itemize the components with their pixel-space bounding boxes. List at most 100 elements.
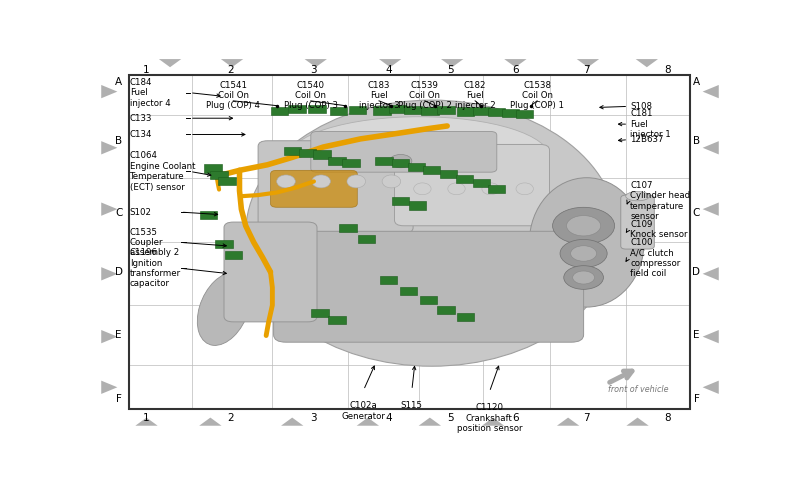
Circle shape (564, 266, 603, 289)
Polygon shape (702, 381, 718, 394)
Bar (400, 287, 418, 295)
Bar (200, 211, 217, 219)
Bar (374, 107, 390, 115)
Bar (409, 202, 426, 209)
FancyBboxPatch shape (394, 144, 550, 226)
Polygon shape (626, 418, 649, 426)
Text: 8: 8 (664, 65, 670, 75)
Polygon shape (221, 59, 243, 67)
Bar (328, 157, 346, 165)
Bar (299, 149, 316, 157)
Text: B: B (693, 136, 700, 146)
Text: A: A (693, 77, 700, 86)
Text: C100
A/C clutch
compressor
field coil: C100 A/C clutch compressor field coil (630, 238, 680, 278)
Text: C1196
Ignition
transformer
capacitor: C1196 Ignition transformer capacitor (130, 248, 181, 288)
Text: 6: 6 (512, 65, 518, 75)
Ellipse shape (277, 175, 295, 188)
Text: C133: C133 (130, 114, 152, 123)
Bar (218, 177, 236, 185)
Circle shape (573, 271, 594, 284)
Polygon shape (702, 330, 718, 343)
Text: C: C (693, 208, 700, 218)
Bar (488, 108, 506, 116)
Polygon shape (102, 381, 118, 394)
Bar (339, 224, 357, 232)
Bar (423, 166, 440, 174)
Polygon shape (504, 59, 526, 67)
Polygon shape (557, 418, 579, 426)
Ellipse shape (246, 100, 618, 366)
Text: S108: S108 (630, 102, 652, 111)
Text: C181
Fuel
injector 1: C181 Fuel injector 1 (630, 109, 671, 139)
Text: C1538
Coil On
Plug (COP) 1: C1538 Coil On Plug (COP) 1 (510, 81, 564, 110)
Text: C183
Fuel
injector 3: C183 Fuel injector 3 (358, 81, 399, 110)
Text: 5: 5 (447, 413, 454, 423)
Polygon shape (102, 267, 118, 280)
Bar (392, 159, 410, 168)
Polygon shape (281, 418, 303, 426)
Text: C134: C134 (130, 130, 152, 139)
Bar (392, 197, 410, 205)
Polygon shape (441, 59, 463, 67)
Text: C: C (115, 208, 122, 218)
FancyBboxPatch shape (274, 231, 584, 342)
Text: 1: 1 (143, 65, 150, 75)
Polygon shape (135, 418, 158, 426)
Circle shape (390, 155, 412, 168)
Bar (225, 251, 242, 259)
Bar (502, 109, 519, 117)
Bar (488, 185, 506, 193)
Text: C184
Fuel
injector 4: C184 Fuel injector 4 (130, 78, 170, 108)
Bar (457, 108, 474, 116)
Text: E: E (693, 330, 700, 340)
Bar (456, 175, 474, 183)
Text: 4: 4 (385, 65, 392, 75)
Polygon shape (102, 141, 118, 155)
Polygon shape (702, 141, 718, 155)
Bar (271, 107, 289, 115)
Text: 8: 8 (664, 413, 670, 423)
Text: C1541
Coil On
Plug (COP) 4: C1541 Coil On Plug (COP) 4 (206, 81, 260, 110)
Text: 3: 3 (310, 413, 318, 423)
Text: C1535
Coupler
assembly 2: C1535 Coupler assembly 2 (130, 228, 179, 257)
Ellipse shape (289, 117, 550, 198)
Text: 2: 2 (227, 413, 234, 423)
Bar (289, 105, 306, 113)
Text: 4: 4 (385, 413, 392, 423)
Bar (457, 313, 474, 321)
Bar (204, 165, 222, 172)
Text: 3: 3 (310, 65, 318, 75)
Polygon shape (102, 330, 118, 343)
Polygon shape (577, 59, 599, 67)
Text: C102a
Generator: C102a Generator (342, 401, 386, 421)
Text: 5: 5 (447, 65, 454, 75)
Bar (438, 106, 454, 114)
Text: 7: 7 (583, 413, 590, 423)
FancyBboxPatch shape (224, 222, 317, 322)
Bar (405, 106, 422, 114)
Text: F: F (116, 395, 122, 405)
Bar (420, 296, 438, 304)
Polygon shape (379, 59, 402, 67)
Polygon shape (636, 59, 658, 67)
Bar (330, 107, 347, 115)
Text: 2: 2 (227, 65, 234, 75)
FancyBboxPatch shape (270, 170, 358, 207)
Ellipse shape (198, 273, 250, 346)
Polygon shape (418, 418, 441, 426)
Text: D: D (114, 267, 122, 277)
Ellipse shape (312, 175, 330, 188)
Ellipse shape (347, 175, 366, 188)
Bar (349, 106, 366, 114)
Text: 1: 1 (143, 413, 150, 423)
Ellipse shape (382, 175, 401, 188)
Ellipse shape (530, 178, 644, 307)
Circle shape (553, 207, 614, 244)
Text: D: D (693, 267, 701, 277)
Text: C107
Cylinder head
temperature
sensor: C107 Cylinder head temperature sensor (630, 181, 690, 221)
Text: C1539
Coil On
Plug (COP) 2: C1539 Coil On Plug (COP) 2 (398, 81, 452, 110)
FancyBboxPatch shape (258, 141, 413, 233)
FancyBboxPatch shape (621, 195, 654, 249)
Ellipse shape (448, 183, 465, 195)
Polygon shape (159, 59, 182, 67)
